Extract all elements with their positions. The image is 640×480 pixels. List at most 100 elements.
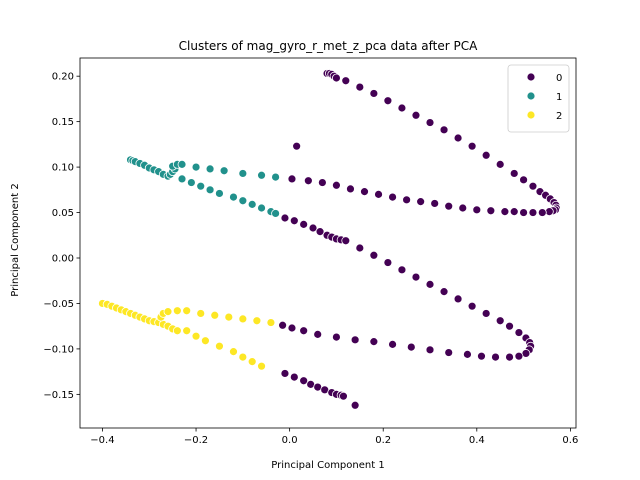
data-point-cluster-1 — [196, 181, 206, 191]
data-point-cluster-0 — [411, 110, 421, 120]
data-point-cluster-0 — [425, 118, 435, 127]
legend-label: 2 — [556, 111, 562, 122]
data-point-cluster-0 — [383, 258, 393, 267]
data-point-cluster-2 — [257, 361, 266, 371]
data-point-cluster-0 — [287, 323, 297, 333]
legend-marker — [526, 72, 536, 82]
data-point-cluster-0 — [397, 103, 407, 113]
data-point-cluster-0 — [514, 351, 524, 361]
data-point-cluster-2 — [191, 331, 201, 341]
data-point-cluster-1 — [186, 178, 196, 187]
data-point-cluster-0 — [528, 181, 538, 191]
data-point-cluster-0 — [350, 400, 360, 410]
data-point-cluster-1 — [257, 170, 266, 180]
data-point-cluster-0 — [453, 133, 463, 143]
data-point-cluster-1 — [177, 159, 187, 169]
data-point-cluster-0 — [467, 301, 477, 311]
axes: −0.4 −0.2 0.0 0.2 0.4 0.6 −0.15 −0.10 −0.05 0.00 0… — [43, 57, 578, 446]
data-point-cluster-0 — [519, 208, 528, 217]
data-point-cluster-1 — [219, 166, 229, 176]
data-point-cluster-0 — [430, 199, 440, 208]
data-point-cluster-1 — [177, 174, 187, 184]
legend-label: 1 — [556, 92, 562, 103]
data-point-cluster-0 — [287, 174, 297, 184]
data-point-cluster-0 — [355, 243, 365, 253]
data-point-cluster-0 — [458, 203, 468, 213]
data-point-cluster-0 — [360, 187, 369, 197]
data-point-cluster-0 — [509, 169, 519, 178]
data-point-cluster-2 — [238, 314, 248, 324]
y-tick-label: −0.05 — [43, 299, 74, 310]
data-point-cluster-0 — [439, 287, 449, 297]
data-point-cluster-0 — [315, 227, 325, 237]
data-point-cluster-0 — [425, 345, 435, 355]
y-axis-label: Principal Component 2 — [10, 183, 21, 296]
data-point-cluster-0 — [472, 205, 482, 215]
data-point-cluster-2 — [200, 336, 210, 346]
data-point-cluster-0 — [289, 372, 299, 382]
data-point-cluster-0 — [453, 294, 463, 304]
data-point-cluster-1 — [271, 172, 280, 182]
x-tick-label: 0.0 — [282, 435, 298, 446]
y-tick-label: 0.20 — [52, 72, 74, 83]
legend-marker — [526, 110, 536, 120]
data-point-cluster-0 — [509, 207, 519, 217]
y-tick-label: −0.10 — [43, 344, 74, 355]
data-point-cluster-0 — [402, 195, 412, 205]
data-point-cluster-1 — [238, 196, 248, 206]
data-point-cluster-0 — [463, 349, 472, 359]
data-point-cluster-0 — [439, 125, 449, 135]
x-tick-label: −0.2 — [184, 435, 208, 446]
data-point-cluster-0 — [339, 391, 348, 401]
y-tick-label: −0.15 — [43, 390, 74, 401]
data-point-cluster-0 — [317, 178, 327, 187]
data-point-cluster-2 — [224, 312, 234, 322]
data-point-cluster-0 — [481, 150, 491, 160]
data-point-cluster-0 — [332, 180, 341, 190]
plot-area — [98, 69, 561, 410]
data-point-cluster-0 — [519, 175, 528, 185]
data-point-cluster-0 — [528, 208, 538, 217]
data-point-cluster-0 — [346, 184, 355, 194]
data-point-cluster-1 — [238, 169, 248, 178]
data-point-cluster-2 — [238, 352, 248, 362]
data-point-cluster-0 — [397, 265, 407, 275]
data-point-cluster-0 — [383, 96, 393, 106]
legend-label: 0 — [556, 73, 562, 84]
data-point-cluster-0 — [495, 316, 505, 326]
data-point-cluster-0 — [467, 141, 477, 151]
x-tick-label: −0.4 — [90, 435, 114, 446]
data-point-cluster-1 — [247, 199, 257, 209]
data-point-cluster-2 — [196, 309, 206, 318]
data-point-cluster-2 — [163, 307, 173, 317]
data-point-cluster-0 — [313, 329, 323, 339]
data-point-cluster-0 — [425, 279, 435, 289]
plot-frame — [79, 57, 577, 429]
data-point-cluster-2 — [266, 318, 276, 327]
data-point-cluster-0 — [341, 76, 351, 86]
x-tick-label: 0.2 — [375, 435, 391, 446]
y-tick-label: 0.05 — [52, 208, 74, 219]
data-point-cluster-1 — [205, 185, 215, 195]
data-point-cluster-0 — [280, 213, 290, 223]
data-point-cluster-0 — [444, 348, 454, 357]
data-point-cluster-0 — [411, 272, 421, 282]
data-point-cluster-0 — [500, 207, 510, 217]
data-point-cluster-2 — [215, 341, 224, 351]
data-point-cluster-1 — [215, 189, 224, 198]
data-point-cluster-0 — [369, 89, 379, 98]
data-point-cluster-1 — [271, 209, 280, 218]
data-point-cluster-1 — [257, 203, 266, 213]
data-point-cluster-0 — [374, 189, 383, 199]
data-point-cluster-0 — [303, 176, 313, 186]
data-point-cluster-1 — [191, 162, 201, 172]
legend-marker — [526, 91, 536, 101]
data-point-cluster-0 — [299, 326, 309, 336]
data-point-cluster-2 — [252, 316, 262, 326]
x-tick-label: 0.4 — [469, 435, 485, 446]
data-point-cluster-2 — [182, 306, 192, 316]
data-point-cluster-0 — [289, 216, 299, 226]
data-point-cluster-0 — [299, 219, 309, 229]
data-point-cluster-1 — [205, 164, 215, 174]
